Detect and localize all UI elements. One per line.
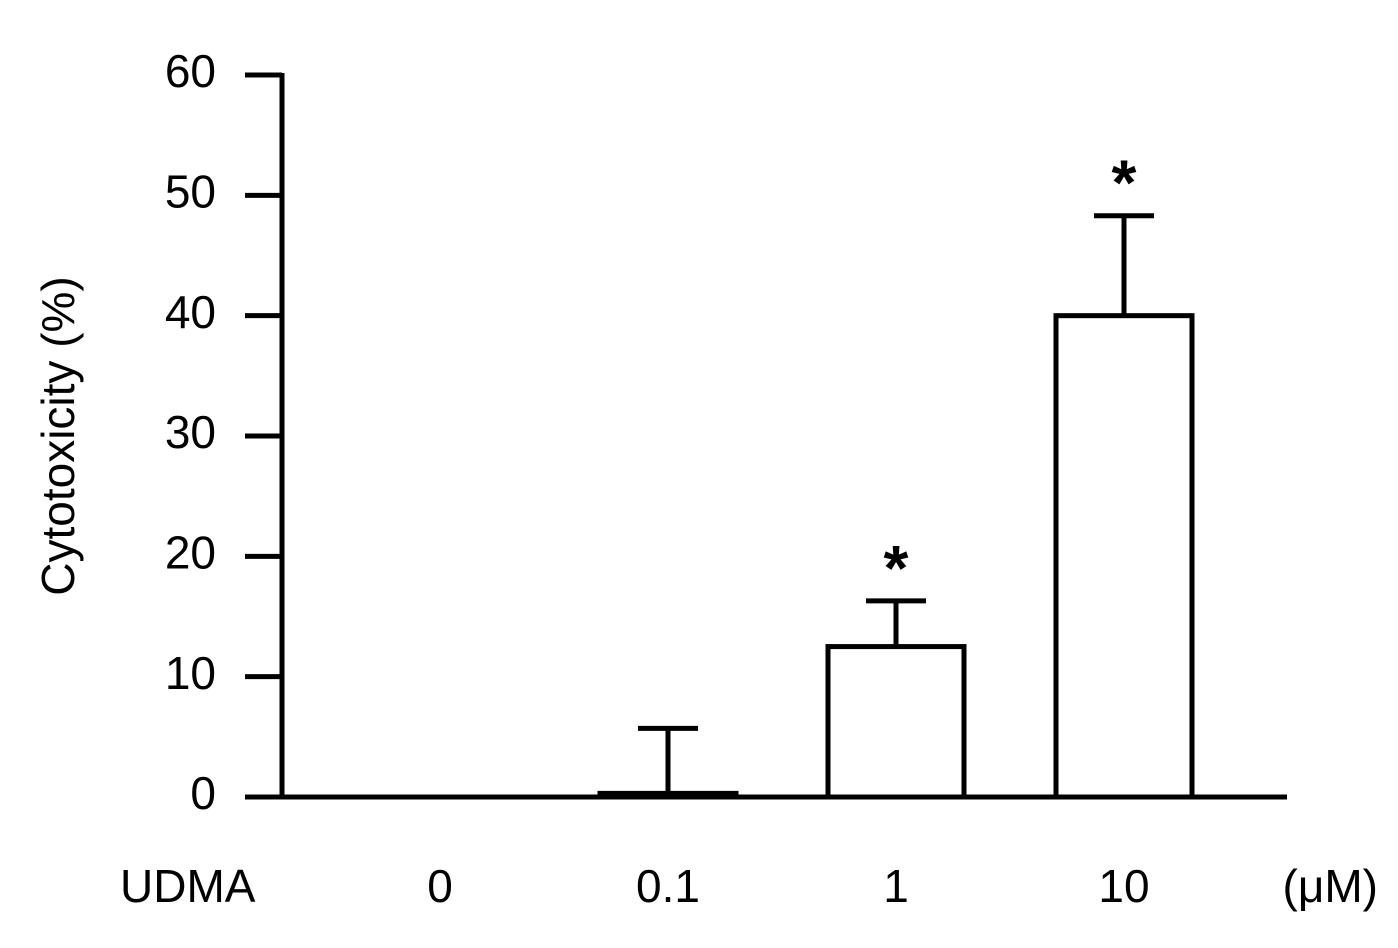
- y-tick-label: 20: [165, 526, 216, 578]
- x-tick-label: 10: [1098, 860, 1149, 912]
- bar: [825, 644, 967, 800]
- bar: [1053, 313, 1195, 800]
- significance-marker: *: [884, 532, 909, 604]
- y-tick-label: 50: [165, 165, 216, 217]
- y-axis-label: Cytotoxicity (%): [32, 276, 84, 595]
- y-tick-label: 10: [165, 647, 216, 699]
- y-tick-label: 60: [165, 45, 216, 97]
- x-tick-label: 0: [427, 860, 453, 912]
- x-tick-label: 1: [883, 860, 909, 912]
- x-axis-unit: (μM): [1283, 860, 1378, 912]
- y-tick-label: 40: [165, 286, 216, 338]
- significance-marker: *: [1112, 147, 1137, 219]
- y-tick-label: 30: [165, 406, 216, 458]
- bar: [597, 790, 739, 800]
- y-tick-label: 0: [190, 767, 216, 819]
- x-axis-label: UDMA: [120, 860, 256, 912]
- x-tick-label: 0.1: [636, 860, 700, 912]
